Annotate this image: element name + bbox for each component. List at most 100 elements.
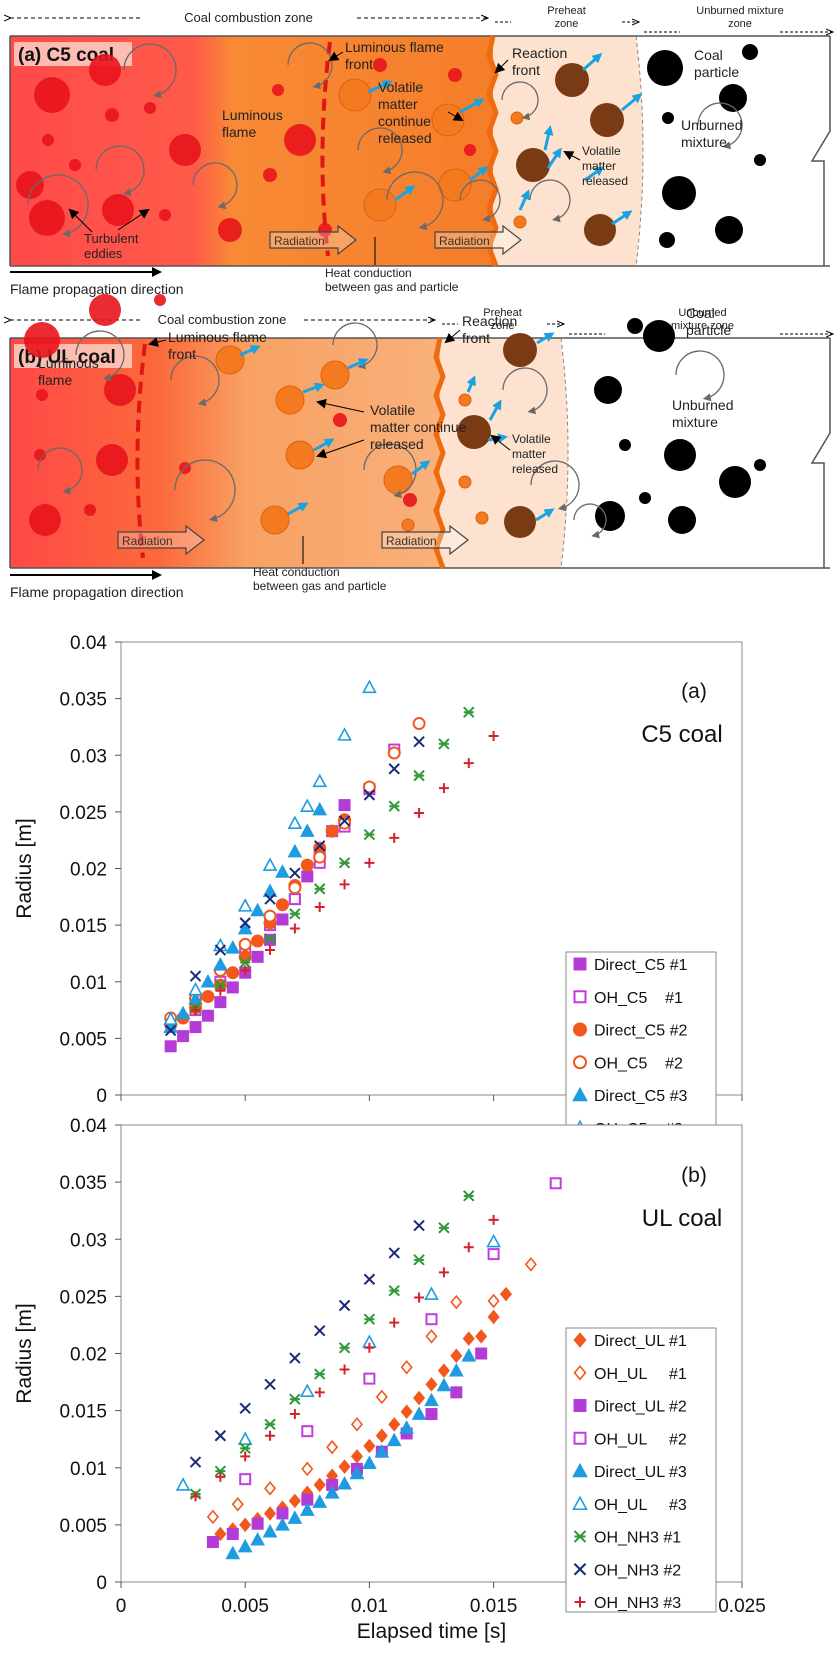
data-point bbox=[225, 1545, 241, 1560]
y-tick-label: 0.02 bbox=[70, 1345, 107, 1366]
pointer-arrow bbox=[316, 439, 365, 459]
turbulent-eddy bbox=[174, 459, 236, 523]
pointer-arrow bbox=[117, 208, 150, 231]
burning-droplet bbox=[29, 504, 61, 536]
volatile-release-arrow bbox=[536, 332, 555, 345]
label-reaction-front-line: front bbox=[462, 330, 490, 346]
label-volatile-continue-line: continue bbox=[378, 113, 431, 129]
zone-label-combustion: Coal combustion zone bbox=[184, 10, 313, 25]
y-tick-label: 0.005 bbox=[59, 1516, 107, 1537]
data-point bbox=[425, 1408, 438, 1421]
data-point bbox=[226, 1528, 239, 1541]
chart-ul-coal: 0 0.005 0.01 0.015 0.02 0.025 0.03 0.035 0.04 0 0.… bbox=[13, 1116, 766, 1643]
burning-droplet bbox=[154, 294, 166, 306]
data-point bbox=[287, 815, 303, 829]
volatile-release-arrow bbox=[582, 53, 603, 72]
zone-label-preheat: zone bbox=[491, 320, 515, 332]
data-point bbox=[188, 991, 203, 1005]
label-luminous-flame-line: Luminous bbox=[222, 107, 283, 123]
pointer-arrow bbox=[494, 59, 509, 74]
data-point bbox=[314, 1387, 325, 1398]
turbulent-eddy bbox=[95, 145, 145, 197]
legend-marker bbox=[573, 1365, 587, 1381]
label-turbulent-eddies-line: Turbulent bbox=[84, 231, 139, 246]
burning-droplet bbox=[29, 200, 65, 236]
turbulent-eddy bbox=[459, 179, 501, 223]
legend-label: OH_NH3 #2 bbox=[594, 1562, 681, 1579]
unburned-particle bbox=[639, 492, 651, 504]
data-point bbox=[264, 893, 276, 905]
label-volatile-continue-line: Volatile bbox=[370, 402, 415, 418]
legend-label: OH_NH3 #1 bbox=[594, 1530, 681, 1547]
label-reaction-front-line: Reaction bbox=[462, 313, 517, 329]
box-border bbox=[810, 36, 831, 266]
data-point bbox=[265, 945, 276, 956]
legend-label: Direct_UL #1 bbox=[594, 1333, 687, 1350]
data-point bbox=[251, 934, 265, 948]
volatile-release-arrow bbox=[394, 185, 416, 202]
data-point bbox=[363, 1438, 376, 1454]
unburned-particle bbox=[754, 459, 766, 471]
volatile-release-arrow bbox=[287, 502, 309, 516]
turbulent-eddy bbox=[357, 127, 403, 175]
series-group bbox=[239, 1177, 562, 1486]
data-point bbox=[338, 857, 351, 869]
data-point bbox=[175, 1477, 191, 1491]
label-luminous-flame-line: Luminous bbox=[38, 355, 99, 371]
pointer-arrow bbox=[490, 434, 511, 451]
label-luminous-front-line: Luminous flame bbox=[345, 39, 444, 55]
data-point bbox=[206, 1536, 219, 1549]
data-point bbox=[239, 1442, 251, 1455]
legend-marker bbox=[573, 990, 587, 1004]
reaction-front-line bbox=[433, 337, 446, 569]
y-axis-label: Radius [m] bbox=[13, 1303, 36, 1403]
data-point bbox=[413, 1254, 425, 1266]
data-point bbox=[239, 956, 251, 969]
volatile-release-arrow bbox=[313, 438, 335, 452]
series-group bbox=[190, 730, 499, 1016]
label-propagation: Flame propagation direction bbox=[10, 281, 184, 297]
y-tick-label: 0.035 bbox=[59, 1173, 107, 1194]
data-point bbox=[413, 1390, 426, 1406]
zone-label-preheat: Preheat bbox=[483, 307, 522, 319]
volatile-release-arrow bbox=[546, 147, 562, 169]
volatile-release-arrow bbox=[543, 125, 554, 151]
data-point bbox=[363, 1372, 376, 1385]
burning-droplet bbox=[464, 144, 476, 156]
data-point bbox=[299, 823, 315, 837]
devolatilizing-particle bbox=[458, 393, 472, 407]
burning-droplet bbox=[84, 504, 96, 516]
burning-droplet bbox=[34, 77, 70, 113]
legend-marker bbox=[572, 1495, 588, 1511]
data-point bbox=[412, 717, 426, 731]
turbulent-eddy bbox=[675, 350, 725, 402]
data-point bbox=[262, 1524, 278, 1538]
box-border bbox=[810, 338, 831, 568]
data-point bbox=[312, 801, 328, 816]
volatile-release-arrow bbox=[411, 460, 431, 476]
zone-label-combustion: Coal combustion zone bbox=[158, 312, 287, 327]
devolatilizing-particle bbox=[458, 475, 472, 489]
luminous-flame-front-line bbox=[320, 41, 332, 257]
data-point bbox=[289, 1352, 301, 1364]
data-point bbox=[314, 883, 326, 895]
data-point bbox=[326, 1439, 339, 1455]
data-point bbox=[362, 679, 377, 694]
data-point bbox=[363, 789, 376, 801]
label-volatile-continue-line: released bbox=[378, 130, 432, 146]
burning-droplet bbox=[89, 294, 121, 326]
combustion-zone bbox=[10, 36, 493, 266]
data-point bbox=[265, 1430, 276, 1441]
turbulent-eddy bbox=[573, 503, 607, 539]
burning-droplet bbox=[69, 159, 81, 171]
burning-droplet bbox=[34, 449, 46, 461]
pointer-arrow bbox=[316, 398, 365, 413]
legend-label: Direct_C5 #3 bbox=[594, 1088, 687, 1105]
burning-droplet bbox=[169, 134, 201, 166]
burning-droplet bbox=[284, 124, 316, 156]
label-radiation: Radiation bbox=[122, 534, 173, 548]
data-point bbox=[388, 800, 400, 812]
volatile-release-arrow bbox=[367, 80, 393, 94]
data-point bbox=[350, 1417, 364, 1432]
turbulent-eddy bbox=[502, 367, 548, 415]
